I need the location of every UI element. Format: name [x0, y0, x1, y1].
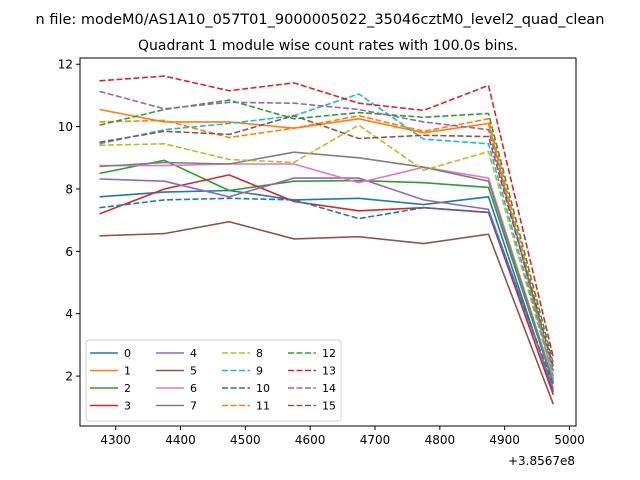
legend-label-14: 14 [322, 382, 336, 395]
series-line-8 [99, 124, 555, 378]
y-tick-label: 12 [58, 58, 73, 72]
y-tick-label: 6 [65, 245, 73, 259]
series-layer [99, 75, 555, 405]
legend-label-15: 15 [322, 400, 336, 413]
series-line-3 [99, 174, 555, 396]
legend-label-2: 2 [124, 382, 131, 395]
x-tick-label: 4500 [230, 433, 261, 447]
legend-label-3: 3 [124, 400, 131, 413]
x-tick-label: 4800 [425, 433, 456, 447]
legend-label-13: 13 [322, 365, 336, 378]
series-line-4 [99, 177, 555, 389]
y-tick-label: 2 [65, 370, 73, 384]
legend-label-4: 4 [190, 347, 197, 360]
x-offset-label: +3.8567e8 [508, 454, 575, 468]
figure-suptitle: n file: modeM0/AS1A10_057T01_9000005022_… [36, 12, 605, 28]
x-tick-label: 4400 [165, 433, 196, 447]
legend-label-6: 6 [190, 382, 197, 395]
x-tick-label: 4600 [295, 433, 326, 447]
y-tick-label: 4 [65, 307, 73, 321]
legend-label-7: 7 [190, 400, 197, 413]
series-line-7 [99, 151, 555, 383]
series-line-5 [99, 220, 555, 405]
chart-title: Quadrant 1 module wise count rates with … [138, 38, 518, 54]
legend-label-1: 1 [124, 365, 131, 378]
series-line-15 [99, 114, 555, 367]
axes-frame [79, 57, 577, 427]
y-tick-label: 10 [58, 120, 73, 134]
y-tick-label: 8 [65, 182, 73, 196]
series-line-6 [99, 163, 555, 382]
series-line-12 [99, 99, 555, 364]
legend-box [85, 339, 342, 422]
legend-label-9: 9 [256, 365, 263, 378]
legend-label-8: 8 [256, 347, 263, 360]
x-tick-label: 5000 [554, 433, 585, 447]
legend-label-10: 10 [256, 382, 270, 395]
series-line-11 [99, 114, 555, 371]
legend-label-11: 11 [256, 400, 270, 413]
series-line-0 [99, 189, 555, 392]
legend-label-12: 12 [322, 347, 336, 360]
legend-label-5: 5 [190, 365, 197, 378]
series-line-14 [99, 90, 555, 372]
x-tick-label: 4900 [489, 433, 520, 447]
x-tick-label: 4300 [100, 433, 131, 447]
series-line-1 [99, 108, 555, 380]
x-tick-label: 4700 [360, 433, 391, 447]
series-line-9 [99, 93, 555, 377]
series-line-13 [99, 75, 555, 358]
legend-label-0: 0 [124, 347, 131, 360]
